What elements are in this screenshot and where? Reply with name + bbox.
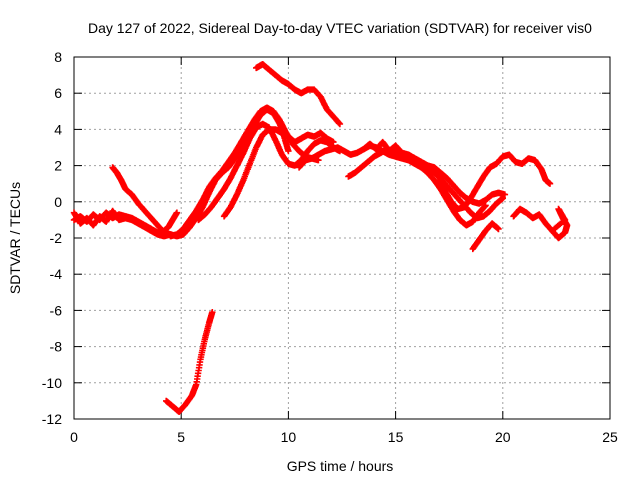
x-tick-label: 10 xyxy=(281,429,297,445)
data-point-markers xyxy=(195,120,344,224)
series-arc-i xyxy=(295,142,489,229)
axis-ticks: 0 5 10 15 20 25 -12 -10 -8 -6 -4 -2 0 2 4 6 8 xyxy=(42,49,618,445)
chart-title: Day 127 of 2022, Sidereal Day-to-day VTE… xyxy=(88,20,592,36)
y-tick-label: -8 xyxy=(50,339,63,355)
series-arc-b xyxy=(70,207,174,240)
y-tick-label: -4 xyxy=(50,266,63,282)
data-points xyxy=(70,61,571,415)
x-tick-label: 20 xyxy=(495,429,511,445)
data-point-markers xyxy=(163,309,216,415)
data-point-markers xyxy=(220,126,337,220)
y-tick-label: 2 xyxy=(54,158,62,174)
series-arc-h xyxy=(163,309,216,415)
y-tick-label: 0 xyxy=(54,194,62,210)
series-arc-e xyxy=(195,120,344,224)
y-tick-label: -6 xyxy=(50,302,63,318)
series-arc-l xyxy=(435,151,554,213)
series-arc-d xyxy=(167,104,322,240)
series-arc-m xyxy=(469,220,502,253)
series-arc-n xyxy=(510,205,571,242)
y-tick-label: 8 xyxy=(54,49,62,65)
data-point-markers xyxy=(510,205,571,242)
x-tick-label: 15 xyxy=(388,429,404,445)
data-point-markers xyxy=(70,207,174,240)
y-tick-label: 4 xyxy=(54,121,62,137)
data-point-markers xyxy=(167,104,322,240)
data-point-markers xyxy=(469,220,502,253)
x-axis-label: GPS time / hours xyxy=(287,458,394,474)
y-tick-label: 6 xyxy=(54,85,62,101)
series-arc-g xyxy=(253,61,344,128)
data-point-markers xyxy=(435,151,554,213)
data-point-markers xyxy=(295,142,489,229)
series-arc-k xyxy=(360,138,509,207)
data-point-markers xyxy=(360,138,509,207)
y-tick-label: -10 xyxy=(42,375,62,391)
series-arc-f xyxy=(220,126,337,220)
y-tick-label: -12 xyxy=(42,411,62,427)
x-tick-label: 25 xyxy=(602,429,618,445)
grid xyxy=(74,57,610,419)
y-axis-label: SDTVAR / TECUs xyxy=(7,182,23,294)
data-point-markers xyxy=(253,61,344,128)
y-tick-label: -2 xyxy=(50,230,63,246)
x-tick-label: 5 xyxy=(177,429,185,445)
x-tick-label: 0 xyxy=(70,429,78,445)
